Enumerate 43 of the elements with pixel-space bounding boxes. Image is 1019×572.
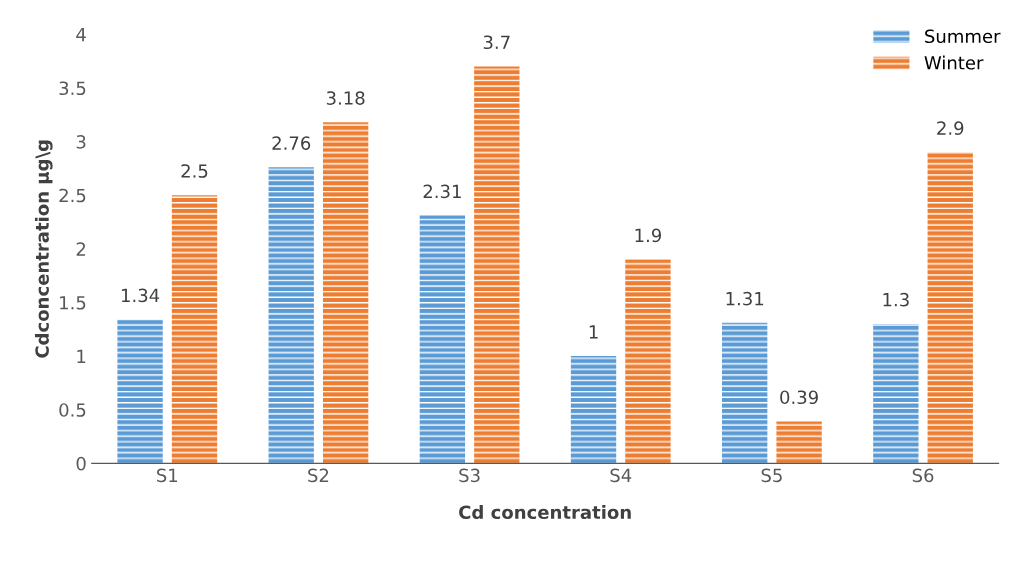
bar [322, 122, 369, 464]
bar [722, 322, 768, 464]
data-label: 2.31 [423, 184, 461, 199]
x-tick-label: S6 [912, 468, 934, 483]
y-tick-label: 4 [76, 28, 86, 42]
y-tick-label: 0.5 [59, 403, 86, 417]
bar [776, 421, 822, 464]
y-tick-label: 0 [76, 456, 86, 471]
bar [117, 319, 163, 464]
bar [625, 259, 671, 464]
data-label: 1.3 [883, 292, 909, 307]
y-axis-title: Cdconcentration µg\g [34, 140, 53, 358]
data-label: 0.39 [780, 390, 818, 405]
bar [927, 152, 973, 464]
x-tick-label: S2 [308, 468, 329, 483]
y-tick-label: 3 [76, 135, 86, 149]
legend-label: Winter [924, 55, 984, 70]
legend-label: Summer [925, 29, 1001, 44]
data-label: 2.76 [272, 136, 311, 150]
data-label: 1.9 [635, 228, 662, 243]
data-label: 3.7 [483, 35, 510, 50]
x-axis-title: Cd concentration [459, 505, 631, 520]
x-tick-label: S1 [157, 468, 178, 483]
data-label: 1 [589, 325, 598, 339]
x-tick-label: S4 [610, 468, 632, 483]
bar [570, 356, 617, 464]
y-tick-label: 1.5 [60, 296, 86, 310]
data-label: 1.31 [726, 291, 764, 306]
bar [474, 66, 520, 464]
bar [873, 323, 919, 464]
bar [171, 195, 218, 464]
x-tick-label: S3 [459, 468, 480, 483]
bar [419, 215, 466, 464]
data-label: 1.34 [121, 288, 160, 303]
data-label: 2.5 [181, 164, 208, 178]
data-label: 3.18 [326, 91, 365, 105]
y-tick-label: 2.5 [59, 188, 86, 203]
y-tick-label: 3.5 [59, 81, 86, 96]
x-tick-label: S5 [761, 468, 782, 483]
y-tick-label: 1 [77, 349, 86, 363]
bar [268, 167, 314, 464]
data-label: 2.9 [937, 121, 964, 135]
y-tick-label: 2 [76, 242, 86, 256]
